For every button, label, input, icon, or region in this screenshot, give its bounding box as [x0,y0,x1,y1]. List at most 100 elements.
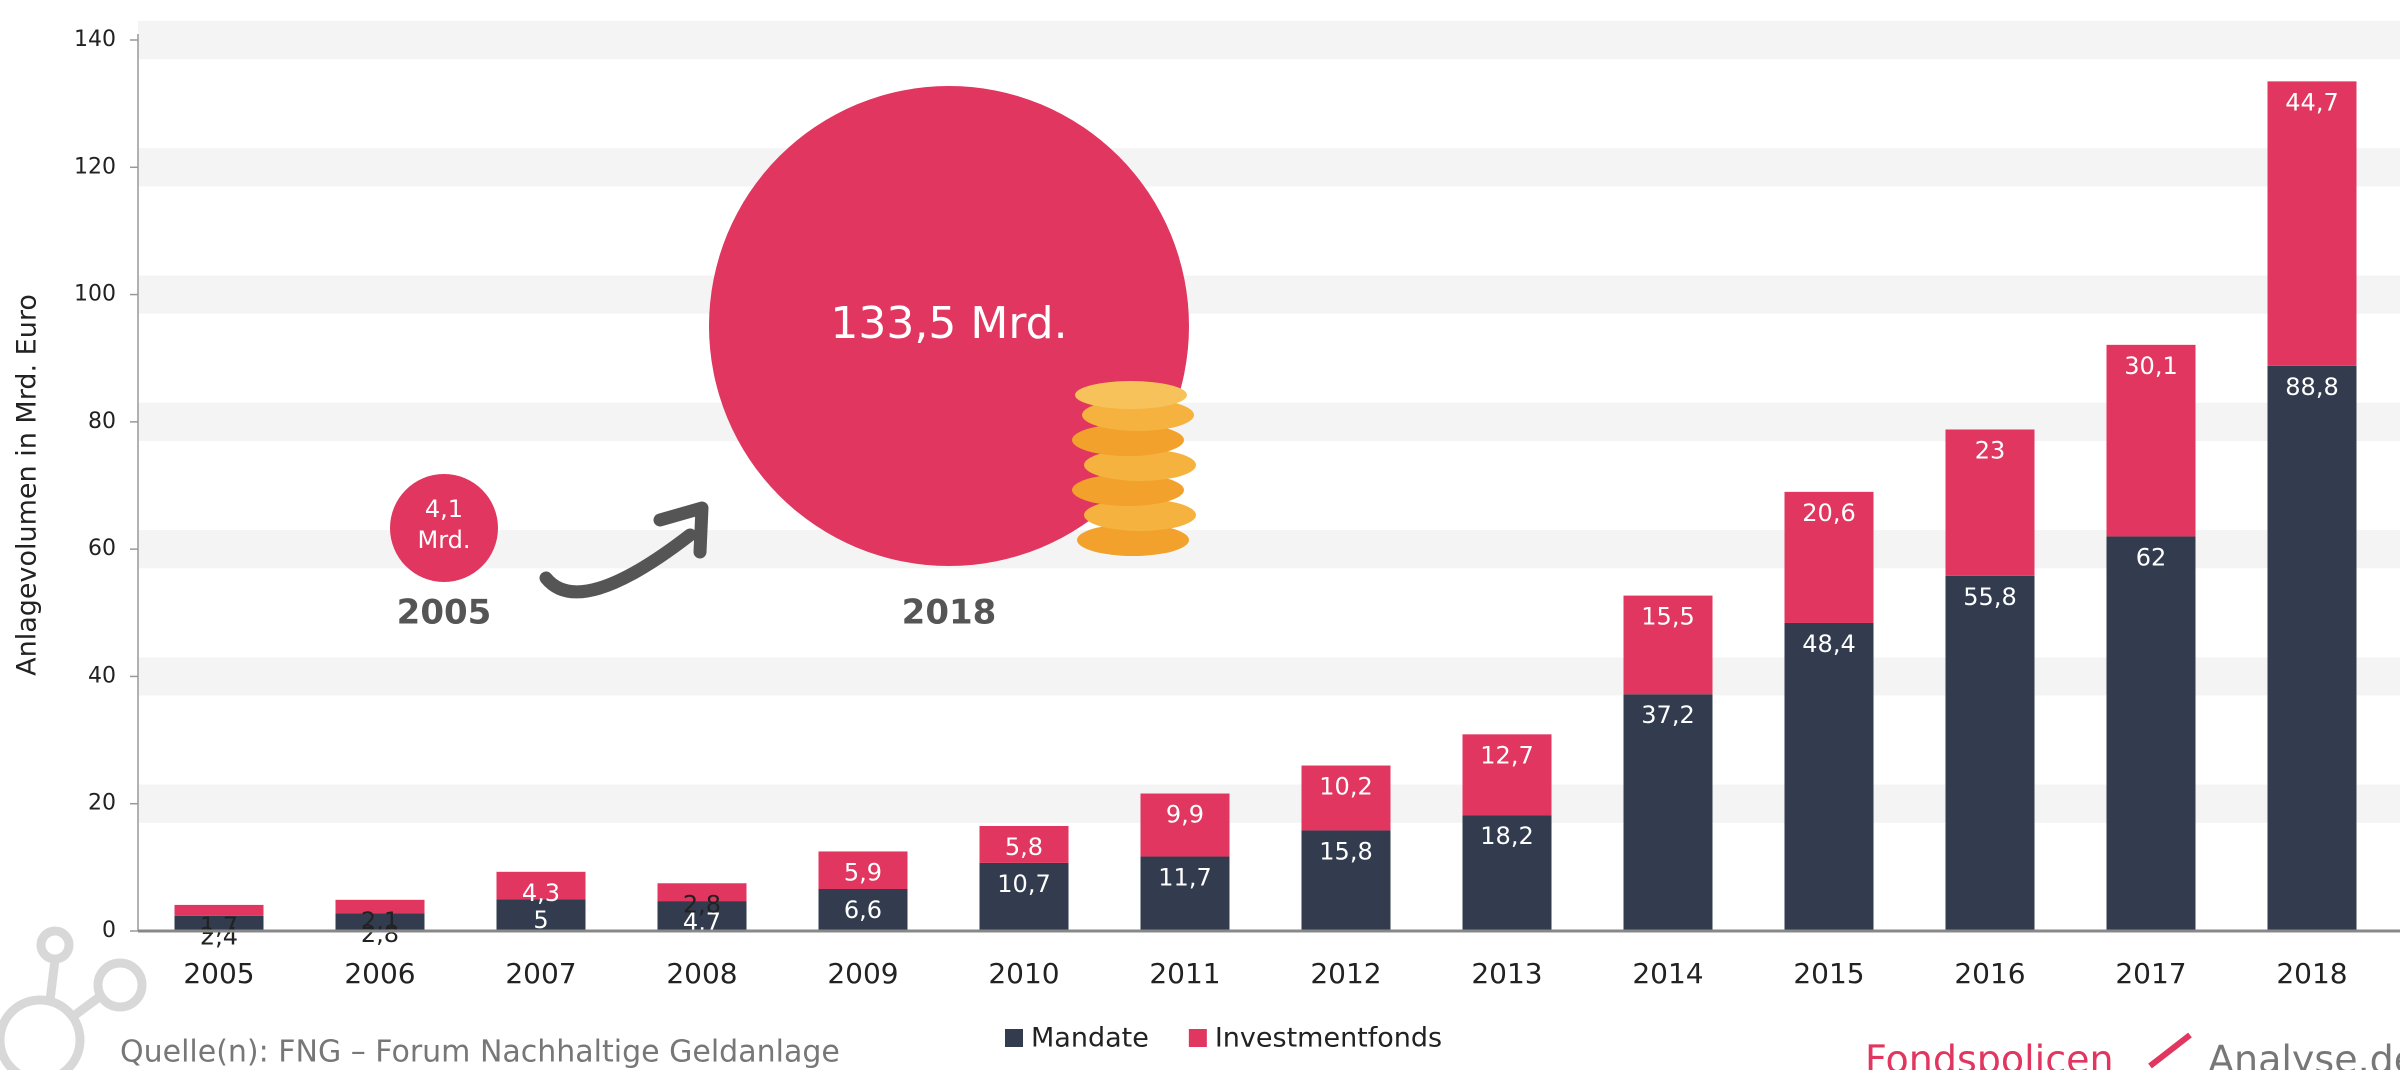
x-tick-label: 2006 [344,957,415,990]
value-label: 2,8 [361,920,399,948]
y-tick-label: 60 [88,536,116,561]
x-tick-label: 2018 [2276,957,2347,990]
x-tick-label: 2012 [1310,957,1381,990]
bar-segment [1301,830,1391,931]
bar-segment [496,899,586,931]
bar-segment [979,825,1069,863]
bar-segment [818,888,908,931]
logo-2: Analyse.de [2208,1038,2400,1070]
value-label: 2,4 [200,923,238,951]
plot: 0204060801001201402,41,720052,82,1200654… [74,20,2400,1054]
bar-segment [496,871,586,900]
source: Quelle(n): FNG – Forum Nachhaltige Gelda… [120,1035,840,1070]
value-label: 9,9 [1166,801,1204,829]
bar-segment [1140,793,1230,857]
bar-segment [2267,81,2357,366]
start-value: 4,1 [425,495,463,523]
y-tick-label: 140 [74,27,116,52]
legend-swatch [1188,1029,1207,1047]
value-label: 20,6 [1802,499,1855,527]
value-label: 5,9 [844,858,882,886]
small-circle [390,474,498,582]
value-label: 4,3 [522,879,560,907]
value-label: 10,7 [997,870,1050,898]
arrow [539,528,697,599]
value-label: 18,2 [1480,822,1533,850]
y-tick-label: 20 [88,791,116,816]
bar-segment [979,862,1069,931]
value-label: 37,2 [1641,701,1694,729]
value-label: 15,5 [1641,603,1694,631]
value-label: 44,7 [2285,88,2338,116]
bar-segment [2106,344,2196,537]
logo-arrow [2148,1032,2192,1069]
value-label: 5 [533,906,548,934]
x-tick-label: 2016 [1954,957,2025,990]
decor [0,926,147,1070]
logo-1: Fondspolicen [1865,1038,2114,1070]
arrow-head [653,501,709,559]
grid-band [138,20,2400,60]
start-unit: Mrd. [417,526,470,554]
x-tick-label: 2014 [1632,957,1703,990]
value-label: 10,2 [1319,773,1372,801]
legend-swatch [1005,1029,1023,1047]
coins [1072,381,1196,556]
value-label: 2,8 [683,890,721,918]
bar-segment [1623,595,1713,695]
bar-segment [1623,694,1713,931]
y-axis-label: Anlagevolumen in Mrd. Euro [12,294,43,676]
end-value: 133,5 Mrd. [830,298,1067,349]
x-tick-label: 2013 [1471,957,1542,990]
bar-segment [1784,622,1874,931]
bar-segment [1945,429,2035,576]
y-tick-label: 80 [88,409,116,434]
bar-segment [818,851,908,889]
value-label: 48,4 [1802,630,1855,658]
value-label: 55,8 [1963,583,2016,611]
value-label: 62 [2136,543,2167,571]
bar-segment [657,901,747,931]
bar-segment [657,883,747,902]
bar-segment [335,913,425,931]
grid-band [138,148,2400,187]
value-label: 30,1 [2124,352,2177,380]
value-label: 23 [1975,436,2006,464]
big-circle [709,86,1189,566]
bar-segment [1462,815,1552,931]
x-tick-label: 2007 [505,957,576,990]
x-tick-label: 2011 [1149,957,1220,990]
bar-segment [2106,536,2196,931]
y-tick-label: 120 [74,154,116,179]
y-tick-label: 40 [88,663,116,688]
value-label: 12,7 [1480,741,1533,769]
bar-segment [174,904,264,916]
bar-segment [1784,491,1874,623]
value-label: 5,8 [1005,833,1043,861]
x-tick-label: 2010 [988,957,1059,990]
bar-segment [335,899,425,914]
grid-band [138,275,2400,314]
value-label: 88,8 [2285,373,2338,401]
grid-band [138,657,2400,696]
bar-segment [174,915,264,931]
bar-segment [1462,734,1552,816]
value-label: 1,7 [200,912,238,940]
value-label: 11,7 [1158,864,1211,892]
bar-segment [1945,575,2035,931]
x-tick-label: 2009 [827,957,898,990]
bar-segment [2267,365,2357,931]
x-tick-label: 2005 [183,957,254,990]
bar-segment [1140,856,1230,931]
y-tick-label: 100 [74,282,116,307]
start-year: 2005 [397,593,492,633]
y-tick-label: 0 [102,918,116,943]
x-tick-label: 2017 [2115,957,2186,990]
legend-label: Investmentfonds [1215,1023,1442,1054]
x-tick-label: 2008 [666,957,737,990]
legend-label: Mandate [1031,1023,1149,1054]
grid-band [138,784,2400,823]
value-label: 15,8 [1319,837,1372,865]
